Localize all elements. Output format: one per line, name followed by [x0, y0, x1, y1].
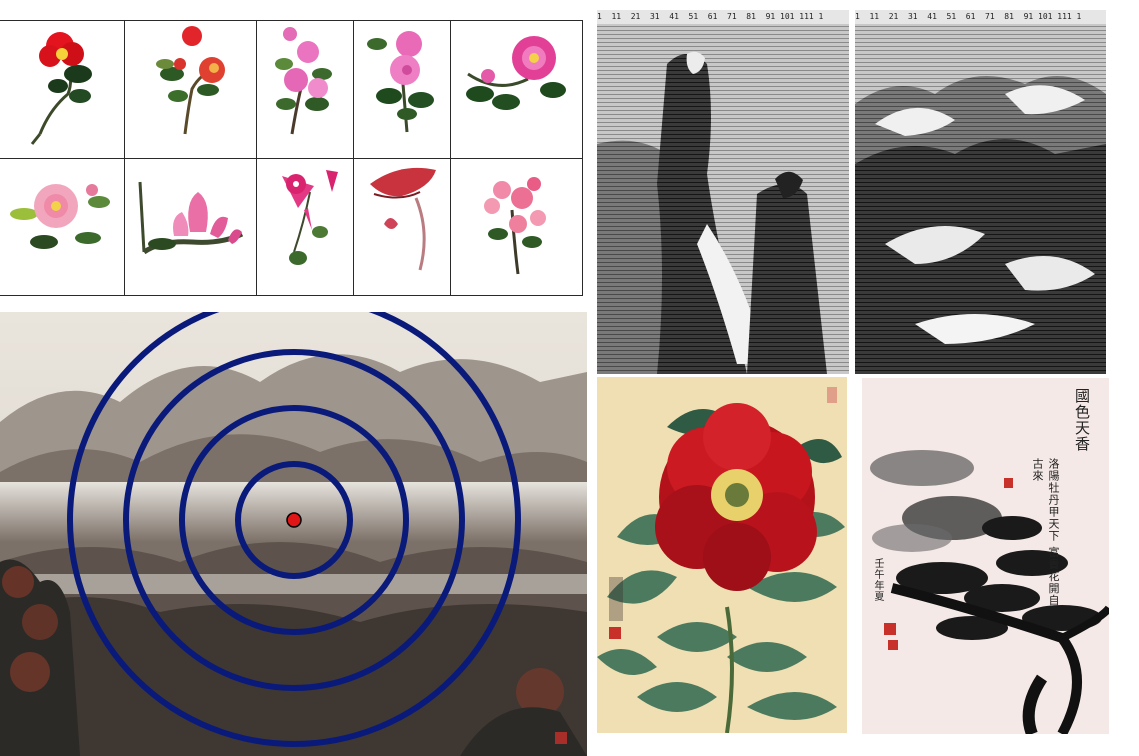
ink-peony-painting: 國色天香 洛陽牡丹甲天下 富貴花開自古來 壬午年夏: [862, 378, 1109, 734]
flower-grid: [0, 0, 583, 296]
ascii-ruler: 1 11 21 31 41 51 61 71 81 91 101 111 1: [597, 10, 849, 24]
ink-poem: 洛陽牡丹甲天下 富貴花開自古來: [1031, 458, 1060, 607]
grid-line: [353, 20, 354, 296]
landscape-painting: [0, 312, 587, 756]
center-marker: [286, 512, 302, 528]
flower-red-rose: [156, 26, 225, 135]
red-peony-painting: [597, 377, 847, 733]
flower-morning-glory: [282, 170, 338, 265]
peony-scene: [597, 377, 847, 733]
grid-line: [450, 20, 451, 296]
ascii-art-figures: 1 11 21 31 41 51 61 71 81 91 101 111 1: [597, 10, 849, 374]
ascii-art-mountains: 1 11 21 31 41 51 61 71 81 91 101 111 1: [855, 10, 1106, 374]
grid-line: [0, 158, 583, 159]
flower-pink-blossom-cluster: [484, 177, 546, 275]
landscape-scene: [0, 312, 587, 756]
flower-red-camellia: [30, 32, 92, 145]
grid-line: [582, 20, 583, 296]
flower-pink-lotus: [138, 181, 244, 255]
flower-magenta-peony: [466, 36, 566, 110]
grid-line: [0, 20, 583, 21]
grid-line: [256, 20, 257, 296]
grid-line: [0, 295, 583, 296]
grid-line: [124, 20, 125, 296]
flower-pink-peony-sprig: [367, 31, 434, 133]
flower-pink-azalea: [275, 27, 332, 135]
ink-title: 國色天香: [1073, 388, 1091, 452]
ink-scene: [862, 378, 1109, 734]
flower-red-lotus: [370, 167, 436, 271]
ascii-ruler: 1 11 21 31 41 51 61 71 81 91 101 111 1: [855, 10, 1106, 24]
ink-signature: 壬午年夏: [872, 558, 883, 602]
target-rings: [67, 312, 521, 747]
ascii-mountain-scene: [855, 24, 1106, 374]
flower-pink-peony-leaves: [10, 184, 110, 249]
ascii-figure-scene: [597, 24, 849, 374]
